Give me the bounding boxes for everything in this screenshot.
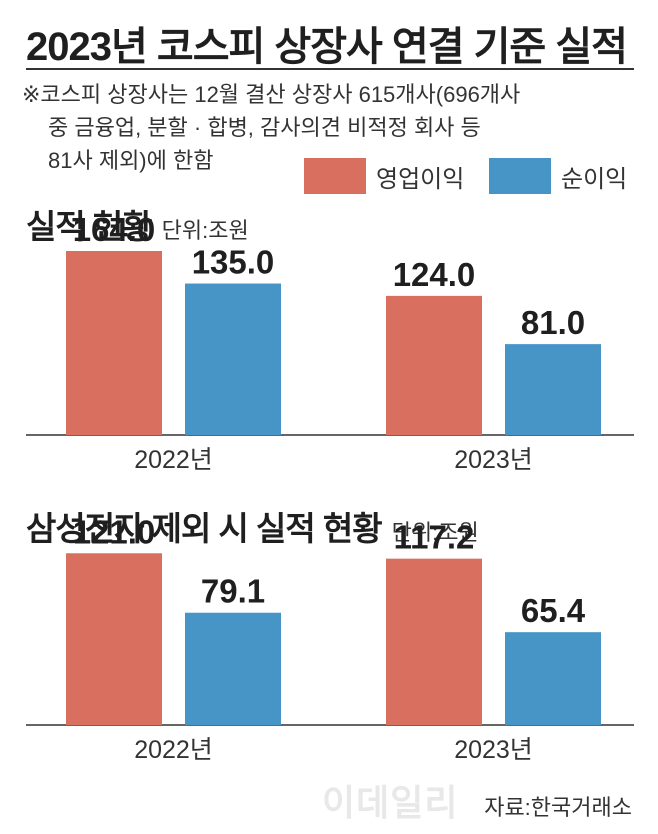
section-title-2: 삼성전자 제외 시 실적 현황 단위:조원 <box>26 502 479 550</box>
data-label: 117.2 <box>394 519 475 556</box>
bar-net-profit-2022년 <box>185 283 281 435</box>
data-label: 79.1 <box>201 573 265 610</box>
data-label: 81.0 <box>521 304 585 341</box>
bar-operating-profit-2023년 <box>386 295 482 435</box>
chart-1: 164.0 135.0 2022년 124.0 81.0 2023년 <box>26 211 634 474</box>
watermark-text: 이데일리 <box>322 782 459 823</box>
data-label: 164.0 <box>73 211 156 248</box>
legend-swatch-net-profit <box>489 158 551 194</box>
bar-net-profit-2023년 <box>505 344 601 435</box>
chart-2-title: 삼성전자 제외 시 실적 현황 <box>26 510 383 547</box>
footnote-line-1: ※코스피 상장사는 12월 결산 상장사 615개사(696개사 <box>22 82 521 107</box>
page-title: 2023년 코스피 상장사 연결 기준 실적 <box>26 25 628 69</box>
chart-1-unit: 단위:조원 <box>161 218 249 243</box>
section-title-1: 실적 현황 단위:조원 <box>26 200 249 248</box>
chart-2-unit: 단위:조원 <box>391 520 479 545</box>
chart-1-title: 실적 현황 <box>26 208 153 245</box>
data-label: 135.0 <box>192 244 275 281</box>
footnote: ※코스피 상장사는 12월 결산 상장사 615개사(696개사 중 금융업, … <box>22 78 632 177</box>
title-divider <box>26 68 634 70</box>
bar-operating-profit-2023년 <box>386 558 482 725</box>
bar-net-profit-2022년 <box>185 612 281 725</box>
x-tick-label: 2023년 <box>454 736 533 764</box>
legend-item-operating-profit: 영업이익 <box>304 158 464 194</box>
bar-net-profit-2023년 <box>505 632 601 725</box>
data-label: 124.0 <box>393 256 476 293</box>
x-tick-label: 2022년 <box>134 736 213 764</box>
x-tick-label: 2022년 <box>134 446 213 474</box>
bar-operating-profit-2022년 <box>66 553 162 725</box>
data-label: 121.0 <box>73 513 156 550</box>
footnote-line-2: 중 금융업, 분할 · 합병, 감사의견 비적정 회사 등 <box>48 115 481 140</box>
chart-2: 121.0 79.1 2022년 117.2 65.4 2023년 <box>26 513 634 764</box>
legend-label-operating-profit: 영업이익 <box>376 165 465 193</box>
bar-operating-profit-2022년 <box>66 251 162 435</box>
legend-item-net-profit: 순이익 <box>489 158 627 194</box>
footnote-line-3: 81사 제외)에 한함 <box>48 148 214 173</box>
legend-label-net-profit: 순이익 <box>561 165 628 193</box>
source-credit: 자료:한국거래소 <box>484 795 632 820</box>
x-tick-label: 2023년 <box>454 446 533 474</box>
legend-swatch-operating-profit <box>304 158 366 194</box>
data-label: 65.4 <box>521 592 586 629</box>
